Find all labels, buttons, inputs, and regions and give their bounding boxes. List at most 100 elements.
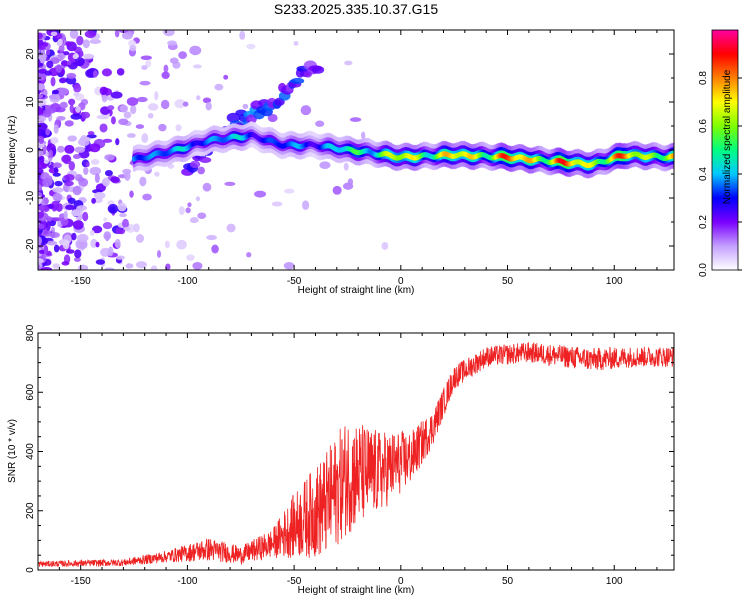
spectrogram-noise-blob	[46, 240, 58, 246]
spectrogram-noise-blob	[114, 30, 120, 38]
spectrogram-noise-blob	[197, 212, 207, 219]
spectrogram-noise-blob	[202, 182, 212, 192]
spectrogram-noise-blob	[202, 97, 212, 104]
spectrogram-noise-blob	[67, 197, 76, 204]
spectrogram-noise-blob	[38, 155, 45, 163]
spectrogram-noise-blob	[81, 111, 91, 119]
spectrogram-noise-blob	[163, 30, 175, 37]
spectrogram-ridge-segment	[671, 153, 674, 159]
spectrogram-noise-blob	[156, 250, 162, 258]
spectrogram-noise-blob	[214, 83, 224, 91]
spectrogram-noise-blob	[315, 120, 325, 127]
spectrogram-xtick-label: 50	[502, 276, 514, 287]
spectrogram-noise-blob	[57, 87, 69, 96]
spectrogram-noise-blob	[61, 154, 71, 163]
spectrogram-noise-blob	[347, 178, 354, 186]
spectrogram-ytick-label: 20	[25, 48, 36, 60]
spectrogram-branch-blob	[226, 112, 241, 123]
spectrogram-noise-blob	[84, 30, 97, 39]
spectrogram-noise-blob	[57, 145, 65, 153]
spectrogram-branch-blob	[311, 65, 325, 74]
spectrogram-noise-blob	[267, 114, 278, 123]
spectrogram-noise-blob	[189, 217, 199, 224]
spectrogram-noise-blob	[68, 161, 76, 171]
spectrogram-noise-blob	[91, 197, 96, 204]
spectrogram-noise-blob	[95, 259, 106, 265]
spectrogram-noise-blob	[72, 53, 79, 60]
spectrogram-noise-blob	[66, 60, 72, 66]
spectrogram-noise-blob	[50, 217, 63, 222]
spectrogram-noise-blob	[332, 185, 342, 195]
spectrogram-noise-blob	[76, 205, 82, 213]
spectrogram-noise-blob	[141, 133, 149, 144]
spectrogram-noise-blob	[154, 90, 159, 101]
spectrogram-noise-blob	[52, 187, 64, 193]
spectrogram-noise-blob	[115, 227, 123, 234]
spectrogram-noise-blob	[169, 57, 179, 64]
spectrogram-noise-blob	[51, 89, 60, 95]
spectrogram-noise-blob	[129, 44, 137, 52]
spectrogram-noise-blob	[254, 190, 267, 198]
snr-ytick-label: 0	[25, 567, 36, 573]
spectrogram-noise-blob	[51, 200, 60, 211]
spectrogram-noise-blob	[128, 39, 136, 47]
spectrogram-noise-blob	[319, 161, 331, 169]
spectrogram-ytick-label: 0	[25, 147, 36, 153]
spectrogram-noise-blob	[46, 143, 56, 153]
spectrogram-noise-blob	[178, 206, 185, 216]
spectrogram-branch-blob	[189, 160, 201, 169]
spectrogram-noise-blob	[126, 97, 139, 106]
spectrogram-noise-blob	[50, 76, 56, 87]
spectrogram-noise-blob	[115, 255, 126, 260]
snr-ytick-label: 400	[25, 443, 36, 460]
colorbar-tick-label: 0.4	[698, 167, 709, 181]
spectrogram-noise-blob	[89, 39, 102, 44]
spectrogram-noise-blob	[48, 231, 61, 238]
spectrogram-noise-blob	[117, 202, 127, 212]
spectrogram-noise-blob	[90, 158, 100, 165]
spectrogram-noise-blob	[185, 207, 191, 214]
spectrogram-noise-blob	[349, 117, 362, 122]
spectrogram-noise-blob	[44, 70, 52, 76]
snr-ytick-label: 600	[25, 383, 36, 400]
spectrogram-noise-blob	[361, 131, 366, 140]
spectrogram-noise-blob	[174, 99, 186, 109]
spectrogram-ylabel: Frequency (Hz)	[7, 116, 18, 185]
spectrogram-noise-blob	[52, 192, 63, 202]
spectrogram-noise-blob	[110, 176, 120, 183]
snr-xlabel: Height of straight line (km)	[298, 585, 415, 596]
spectrogram-noise-blob	[205, 102, 212, 111]
spectrogram-noise-blob	[125, 263, 134, 269]
spectrogram-noise-blob	[63, 210, 68, 220]
spectrogram-branch-blob	[199, 156, 212, 164]
spectrogram-xtick-label: 0	[398, 276, 404, 287]
spectrogram-noise-blob	[64, 174, 75, 182]
spectrogram-noise-blob	[239, 30, 246, 40]
spectrogram-noise-blob	[38, 106, 44, 116]
spectrogram-noise-blob	[167, 40, 177, 46]
spectrogram-noise-blob	[65, 204, 75, 210]
snr-series-line	[38, 342, 674, 568]
spectrogram-noise-blob	[79, 50, 84, 57]
spectrogram-noise-blob	[74, 221, 82, 228]
snr-xtick-label: -100	[177, 576, 197, 587]
spectrogram-noise-blob	[135, 124, 145, 129]
spectrogram-noise-blob	[135, 234, 145, 243]
spectrogram-noise-blob	[76, 35, 84, 46]
spectrogram-noise-blob	[135, 261, 147, 269]
spectrogram-noise-blob	[293, 41, 299, 46]
spectrogram-heatmap	[38, 30, 674, 270]
spectrogram-noise-blob	[64, 120, 74, 127]
spectrogram-noise-blob	[38, 83, 45, 91]
spectrogram-noise-blob	[38, 236, 43, 246]
spectrogram-noise-blob	[114, 238, 121, 249]
spectrogram-noise-blob	[195, 196, 201, 202]
spectrogram-noise-blob	[57, 38, 63, 46]
spectrogram-noise-blob	[38, 98, 47, 107]
spectrogram-noise-blob	[104, 154, 115, 161]
spectrogram-noise-blob	[102, 138, 113, 143]
spectrogram-noise-blob	[91, 225, 103, 234]
spectrogram-noise-blob	[82, 54, 94, 59]
spectrogram-ytick-label: -20	[25, 238, 36, 253]
snr-ylabel: SNR (10 * v/v)	[7, 419, 18, 483]
